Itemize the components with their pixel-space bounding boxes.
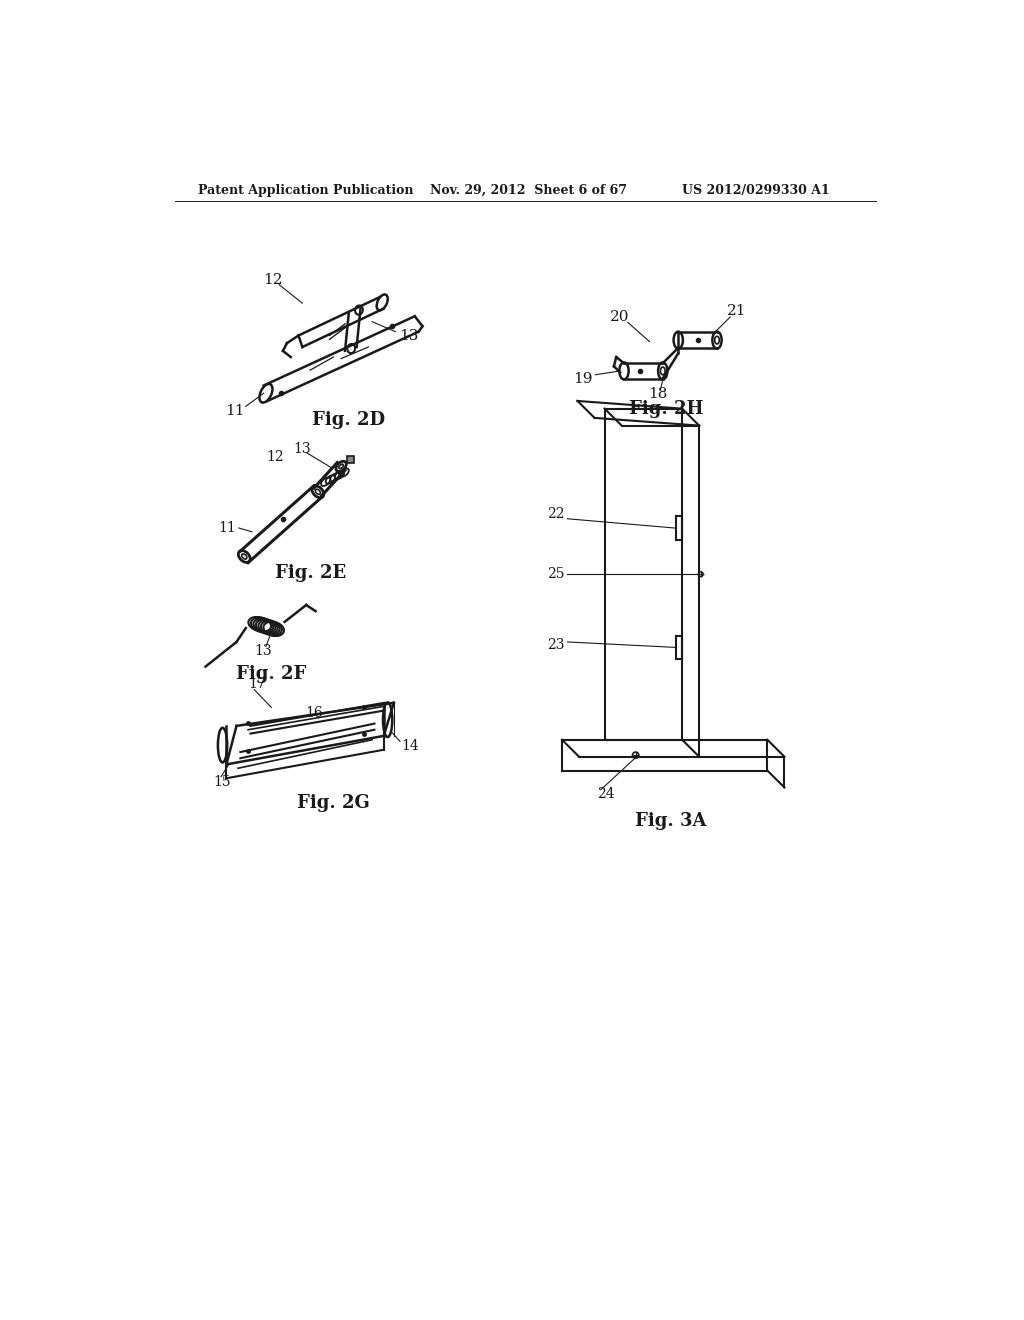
- Text: Patent Application Publication: Patent Application Publication: [198, 185, 414, 197]
- Text: 15: 15: [213, 775, 230, 789]
- Text: 11: 11: [224, 404, 245, 418]
- Text: 17: 17: [248, 677, 266, 692]
- Text: Fig. 2F: Fig. 2F: [237, 665, 306, 684]
- Text: 21: 21: [727, 304, 746, 318]
- Text: 14: 14: [401, 739, 419, 752]
- Text: 22: 22: [547, 507, 564, 521]
- Text: Fig. 3A: Fig. 3A: [635, 812, 707, 829]
- Text: 19: 19: [573, 372, 593, 385]
- Text: Nov. 29, 2012  Sheet 6 of 67: Nov. 29, 2012 Sheet 6 of 67: [430, 185, 628, 197]
- Text: Fig. 2H: Fig. 2H: [630, 400, 703, 418]
- Text: Fig. 2E: Fig. 2E: [274, 564, 346, 582]
- Text: 13: 13: [255, 644, 272, 659]
- Text: 13: 13: [294, 442, 311, 457]
- Text: 24: 24: [597, 787, 614, 801]
- Bar: [347, 457, 353, 462]
- Text: 25: 25: [547, 568, 564, 581]
- Text: Fig. 2D: Fig. 2D: [312, 412, 385, 429]
- Text: 11: 11: [219, 521, 237, 535]
- Text: 12: 12: [266, 450, 284, 465]
- Text: Fig. 2G: Fig. 2G: [297, 793, 370, 812]
- Text: 23: 23: [547, 638, 564, 652]
- Text: 16: 16: [305, 706, 323, 719]
- Text: 20: 20: [610, 310, 630, 323]
- Text: 18: 18: [647, 387, 667, 401]
- Text: 12: 12: [263, 273, 283, 286]
- Text: US 2012/0299330 A1: US 2012/0299330 A1: [682, 185, 829, 197]
- Text: 13: 13: [399, 329, 419, 342]
